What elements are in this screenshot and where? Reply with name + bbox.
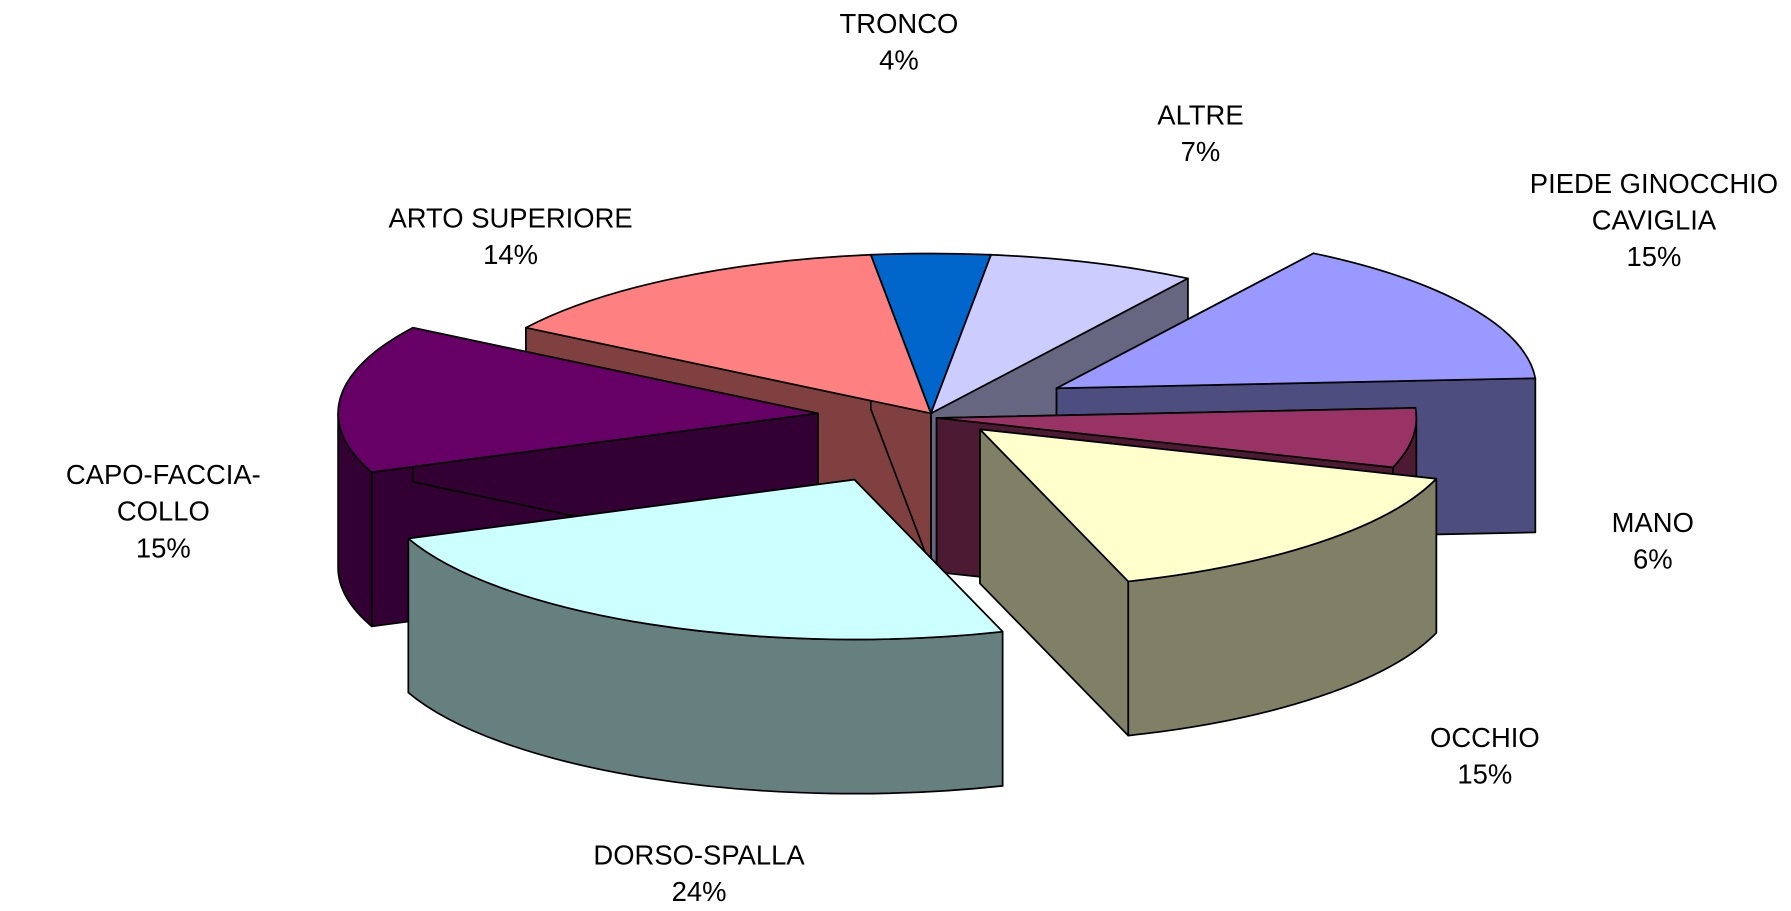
category-label: ALTRE (1157, 100, 1244, 132)
value-label: 4% (879, 45, 919, 77)
pie-slice (935, 407, 1418, 469)
slice-label: MANO 6% (1520, 506, 1785, 579)
category-label: MANO (1611, 508, 1694, 540)
slice-label: PIEDE GINOCCHIO CAVIGLIA 15% (1521, 167, 1786, 277)
slice-label: TRONCO 4% (766, 7, 1031, 80)
slice-label: CAPO-FACCIA-COLLO 15% (31, 458, 296, 568)
slice-label: OCCHIO 15% (1352, 721, 1617, 794)
value-label: 7% (1180, 137, 1221, 168)
pie-slice (1055, 252, 1537, 390)
category-label: CAPO-FACCIA-COLLO (65, 460, 261, 528)
slice-label: ARTO SUPERIORE 14% (378, 201, 643, 274)
value-label: 15% (1626, 242, 1682, 273)
value-label: 24% (671, 877, 727, 908)
pie-slice (407, 478, 1004, 641)
pie-slice (337, 326, 819, 474)
pie-slice (979, 428, 1438, 583)
slice-label: DORSO-SPALLA 24% (567, 838, 832, 911)
pie-slice (525, 253, 932, 415)
category-label: DORSO-SPALLA (593, 840, 805, 872)
value-label: 14% (483, 239, 539, 271)
value-label: 15% (135, 533, 191, 565)
slice-label: ALTRE 7% (1068, 98, 1333, 171)
category-label: PIEDE GINOCCHIO CAVIGLIA (1529, 169, 1779, 237)
value-label: 15% (1457, 759, 1513, 791)
category-label: ARTO SUPERIORE (388, 203, 633, 235)
pie-slice (930, 253, 1189, 415)
value-label: 6% (1632, 544, 1673, 576)
category-label: OCCHIO (1430, 722, 1540, 754)
category-label: TRONCO (839, 9, 959, 40)
